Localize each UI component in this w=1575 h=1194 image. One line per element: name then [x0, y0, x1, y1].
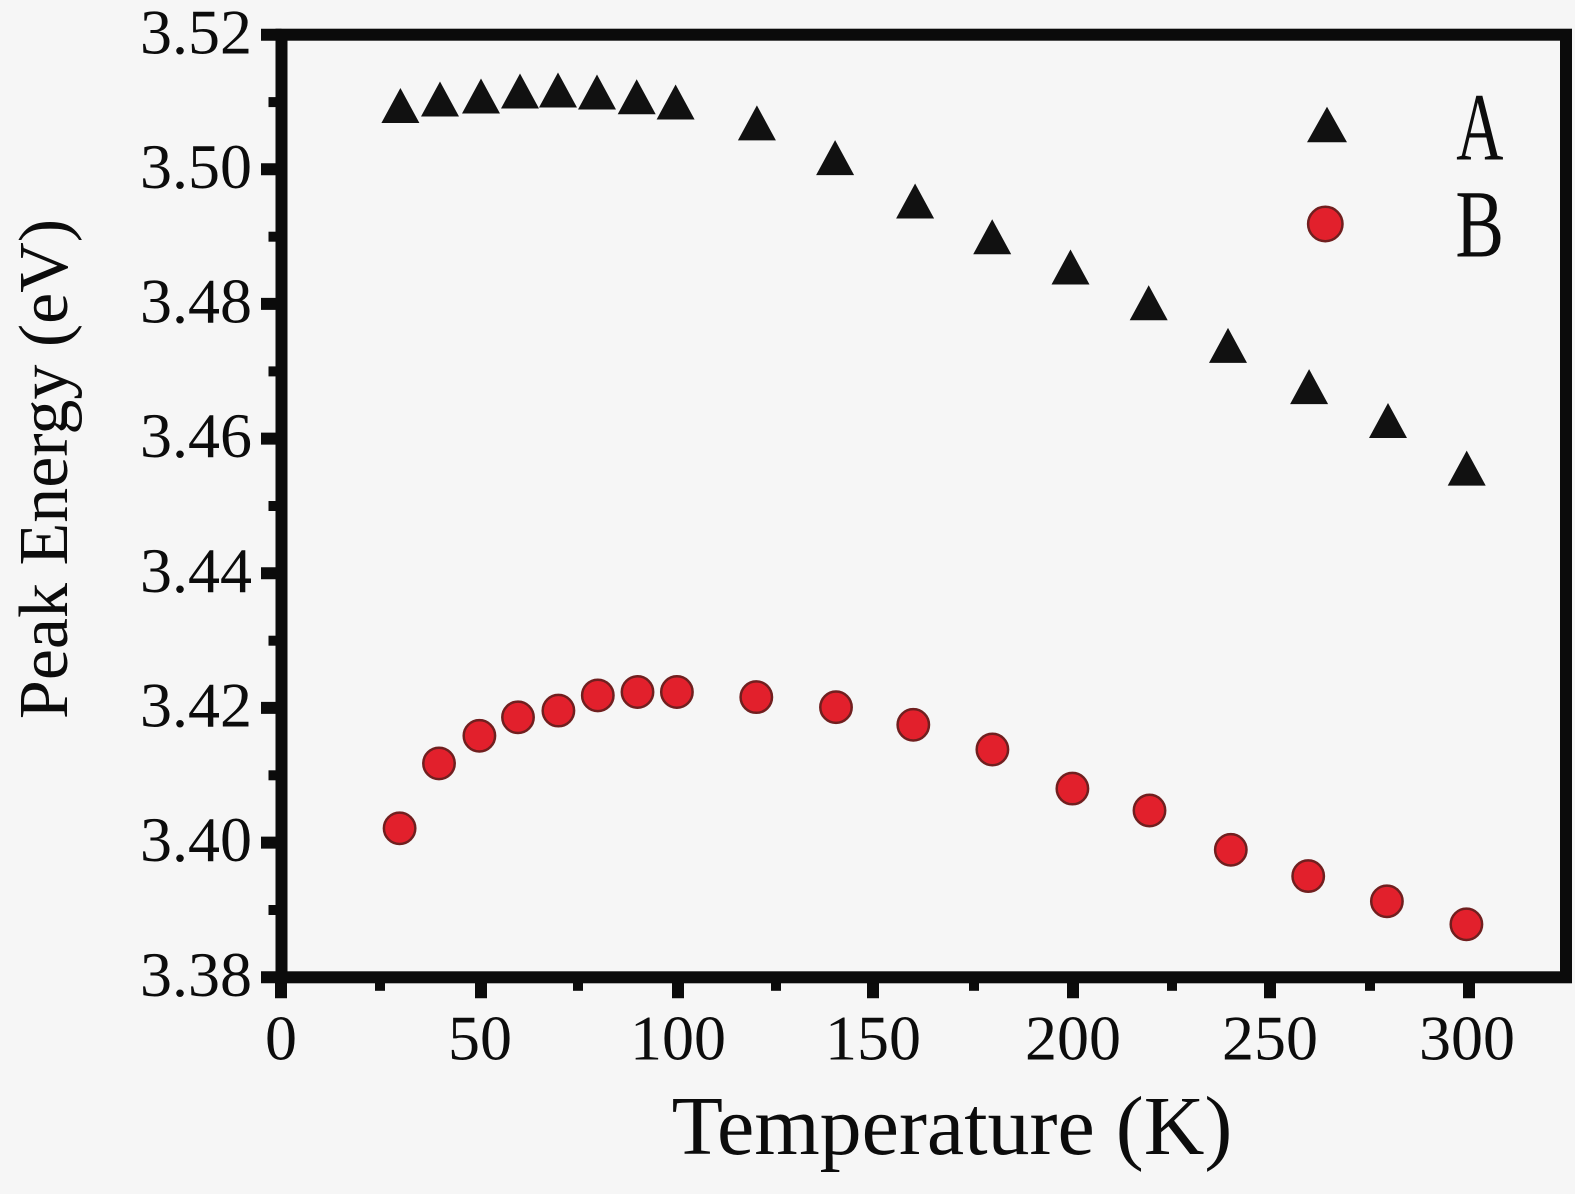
svg-text:50: 50 [448, 1003, 512, 1074]
svg-text:300: 300 [1419, 1003, 1515, 1074]
svg-text:200: 200 [1025, 1003, 1121, 1074]
svg-text:Peak Energy (eV): Peak Energy (eV) [6, 219, 83, 719]
svg-text:3.38: 3.38 [140, 939, 252, 1010]
svg-text:3.52: 3.52 [140, 0, 252, 67]
svg-text:0: 0 [265, 1003, 297, 1074]
svg-text:B: B [1455, 172, 1504, 278]
svg-text:Temperature (K): Temperature (K) [672, 1080, 1233, 1173]
svg-text:A: A [1456, 74, 1503, 180]
svg-text:3.50: 3.50 [140, 131, 252, 202]
svg-text:100: 100 [630, 1003, 726, 1074]
svg-text:150: 150 [825, 1003, 921, 1074]
svg-text:250: 250 [1222, 1003, 1318, 1074]
svg-text:3.46: 3.46 [140, 400, 252, 471]
svg-text:3.48: 3.48 [140, 266, 252, 337]
svg-text:3.40: 3.40 [140, 804, 252, 875]
svg-text:3.44: 3.44 [140, 535, 252, 606]
svg-text:3.42: 3.42 [140, 670, 252, 741]
